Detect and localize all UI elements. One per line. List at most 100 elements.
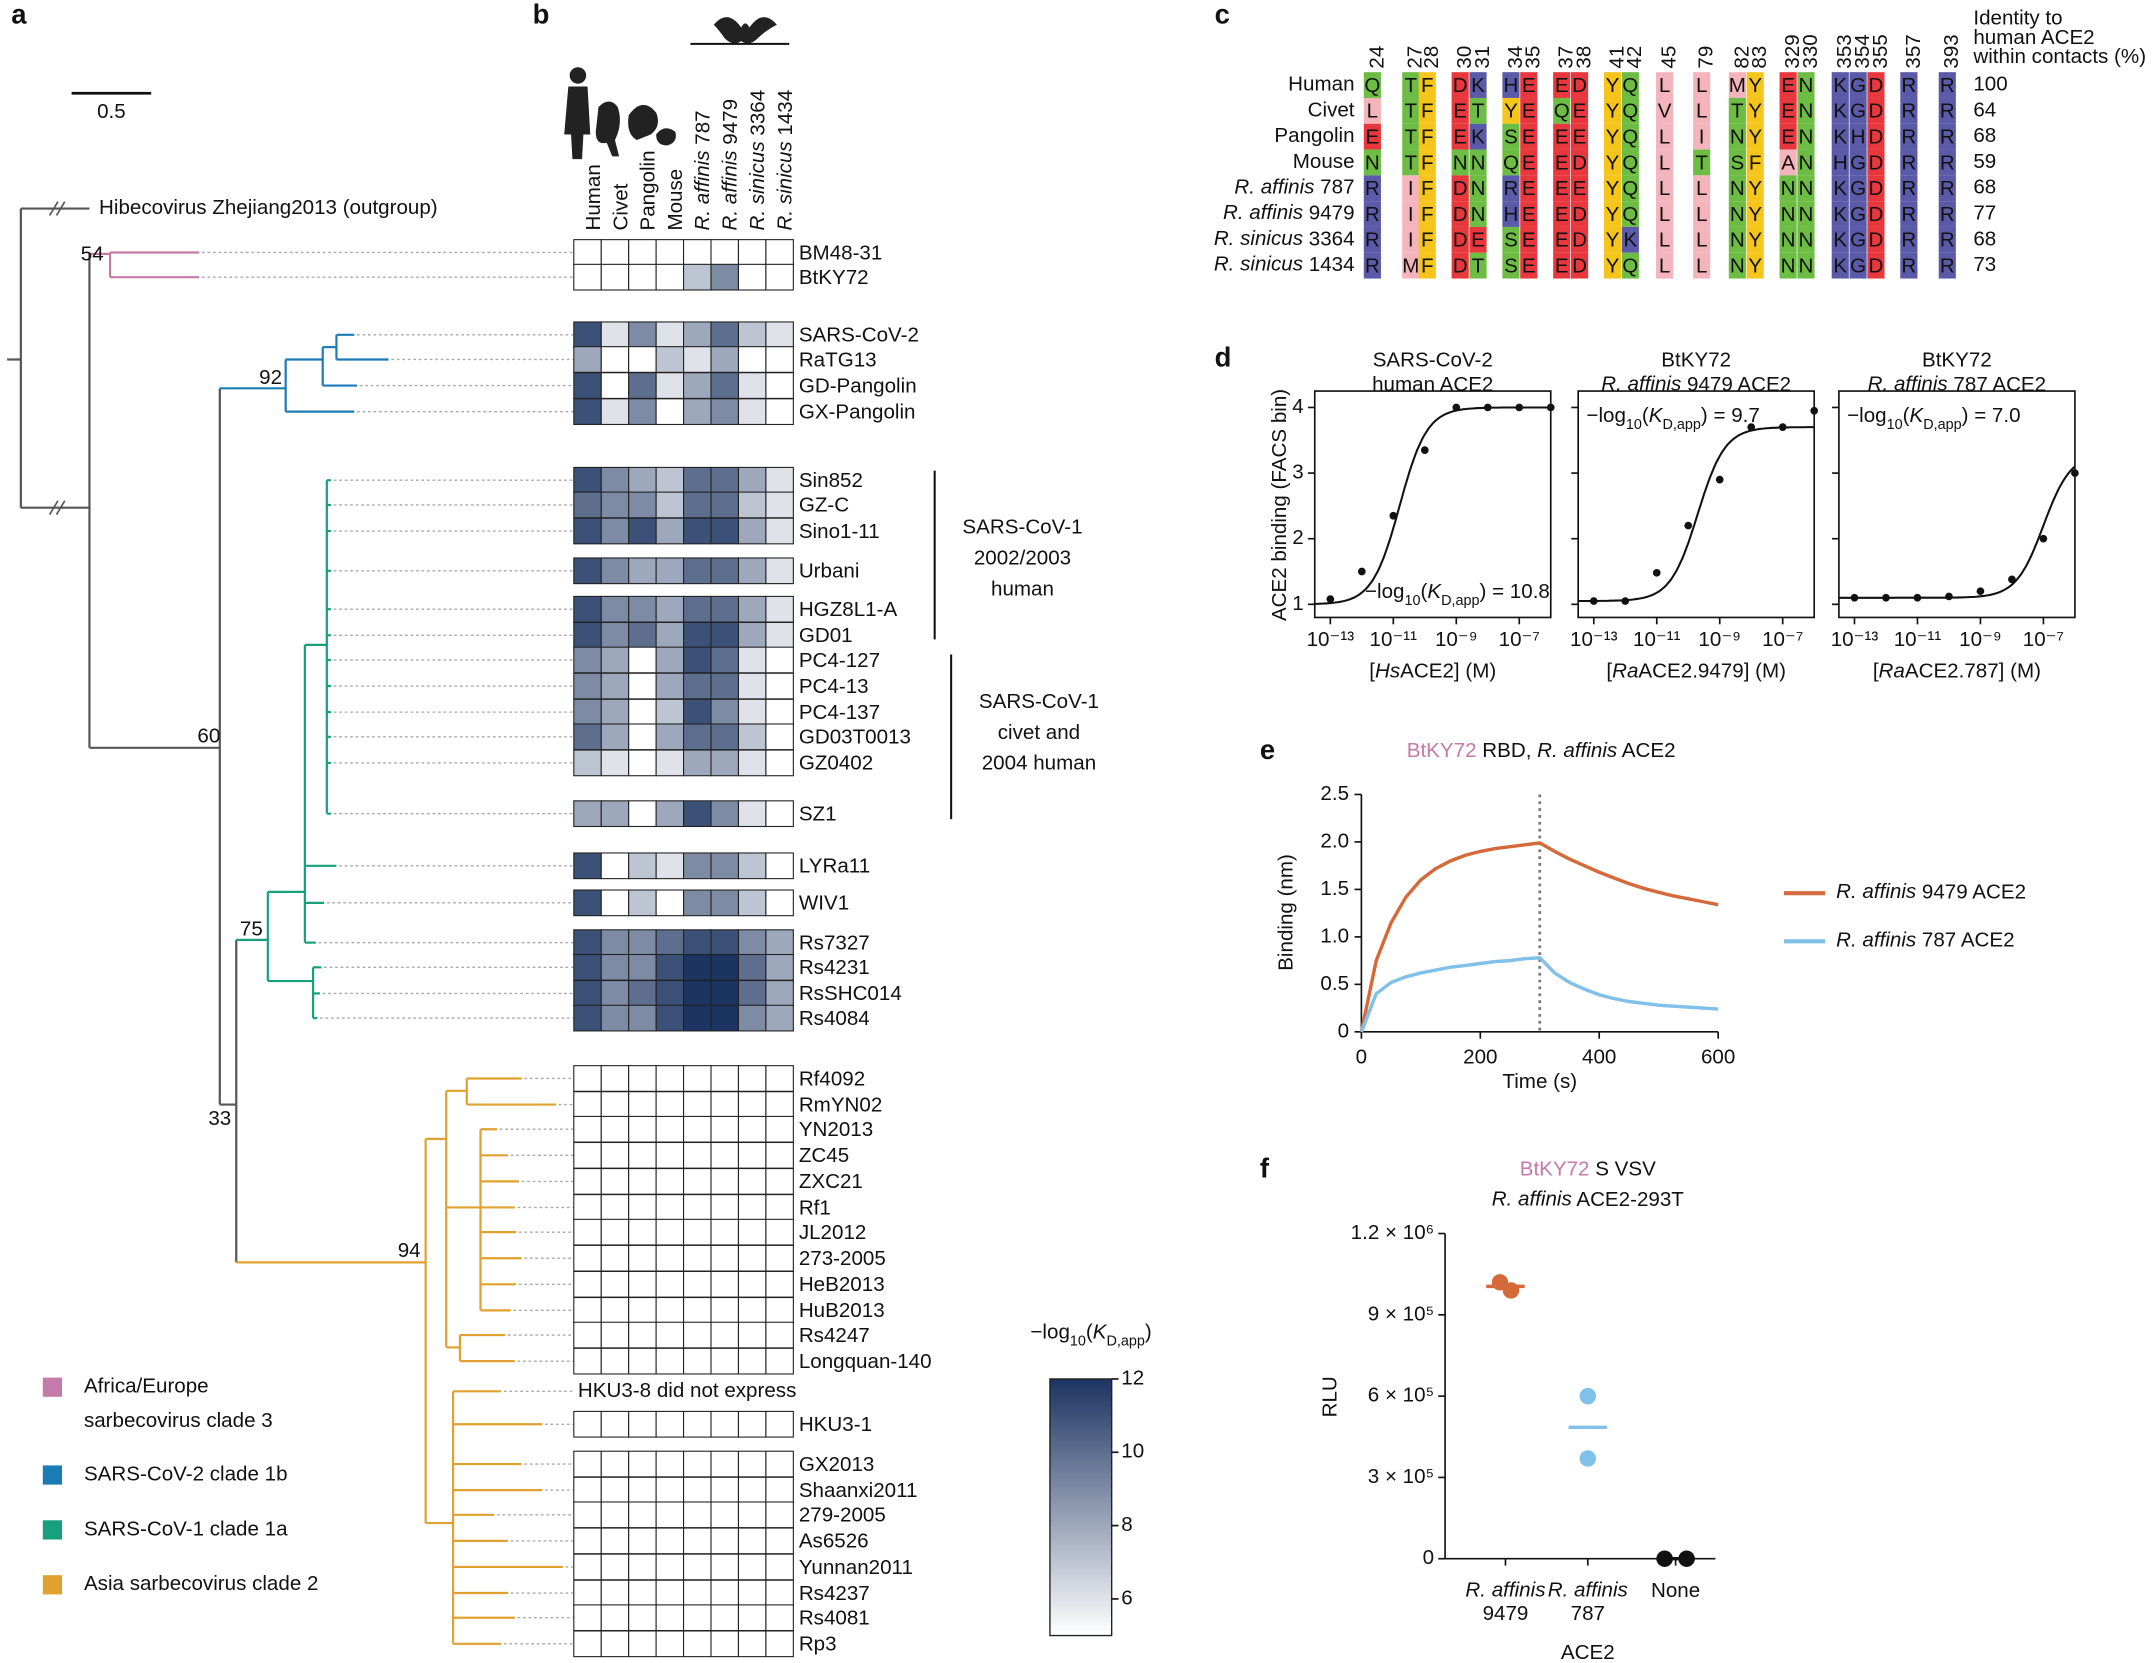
residue: N — [1365, 151, 1380, 174]
residue: E — [1555, 254, 1569, 277]
residue: E — [1573, 100, 1587, 123]
heatmap-cell — [655, 346, 685, 373]
column-label: R. affinis 9479 — [719, 99, 742, 231]
heatmap-cell — [628, 517, 657, 545]
leaf-label: Rs4231 — [799, 956, 870, 979]
heatmap-cell — [737, 372, 767, 399]
heatmap-cell — [655, 621, 685, 649]
residue: L — [1659, 151, 1670, 174]
heatmap-cell — [710, 1553, 740, 1581]
text-part: S VSV — [1590, 1158, 1657, 1181]
heatmap-cell — [655, 1553, 685, 1581]
heatmap-cell — [737, 1347, 767, 1375]
residue-cell — [1603, 201, 1622, 227]
heatmap-cell — [628, 346, 657, 373]
residue: F — [1421, 125, 1434, 148]
residue: K — [1833, 100, 1847, 123]
residue: F — [1749, 151, 1762, 174]
heatmap-cell — [655, 1115, 685, 1143]
residue-cell — [1402, 72, 1420, 98]
residue-position: 24 — [1365, 46, 1388, 69]
heatmap-cell — [573, 372, 602, 399]
data-point — [1546, 403, 1555, 412]
x-tick-label: 10⁻⁷ — [2023, 628, 2064, 651]
residue: F — [1421, 74, 1434, 97]
series-line — [1359, 955, 1719, 1033]
heatmap-cell — [655, 1168, 685, 1195]
residue-cell — [1900, 97, 1918, 124]
residue: N — [1799, 100, 1814, 123]
heatmap-cell — [683, 557, 712, 585]
heatmap-cell — [683, 1115, 712, 1143]
leaf-label: Rs4237 — [799, 1582, 870, 1605]
heatmap-cell — [765, 800, 794, 828]
heatmap-cell — [573, 1579, 602, 1607]
heatmap-cell — [600, 1194, 630, 1221]
heatmap-cell — [737, 1194, 767, 1221]
heatmap-cell — [737, 953, 767, 981]
x-tick-label: 200 — [1463, 1045, 1497, 1068]
leaf-label: GD-Pangolin — [799, 374, 917, 397]
heatmap-cell — [628, 1168, 657, 1195]
residue-position: 330 — [1799, 34, 1822, 68]
heatmap-cell — [737, 1065, 767, 1092]
residue-cell — [1867, 252, 1885, 279]
heatmap-cell — [655, 1065, 685, 1092]
heatmap-cell — [655, 800, 685, 828]
residue-cell — [1693, 226, 1711, 253]
residue-cell — [1831, 226, 1849, 253]
residue-cell — [1570, 97, 1589, 124]
fit-curve — [1838, 465, 2076, 599]
heatmap-cell — [628, 698, 657, 726]
residue-cell — [1867, 72, 1885, 98]
heatmap-cell — [655, 1091, 685, 1118]
heatmap-cell — [600, 1244, 630, 1272]
residue: E — [1471, 229, 1485, 252]
residue-cell — [1938, 201, 1956, 227]
residue-cell — [1900, 72, 1918, 98]
heatmap-cell — [765, 466, 794, 494]
residue-cell — [1418, 175, 1436, 202]
italic-part: R. affinis — [1601, 373, 1681, 396]
heatmap-cell — [600, 1553, 630, 1581]
residue-cell — [1831, 72, 1849, 98]
text-part: BtKY72 — [1520, 1158, 1590, 1181]
heatmap-cell — [600, 321, 630, 349]
heatmap-cell — [600, 1141, 630, 1169]
residue-cell — [1831, 97, 1849, 124]
heatmap-cell — [600, 1476, 630, 1504]
legend-label: R. affinis 787 ACE2 — [1836, 929, 2014, 952]
x-tick-label: 10⁻¹¹ — [1370, 628, 1418, 651]
heatmap-cell — [710, 263, 740, 291]
heatmap-cell — [628, 466, 657, 494]
heatmap-cell — [710, 466, 740, 494]
kd-annotation: −log10(KD,app) = 7.0 — [1847, 405, 2020, 433]
y-tick-label: 2.0 — [1320, 829, 1349, 852]
leaf-label: HuB2013 — [799, 1299, 885, 1322]
residue: D — [1572, 254, 1587, 277]
residue: D — [1869, 100, 1884, 123]
residue-cell — [1469, 252, 1487, 279]
heatmap-cell — [600, 852, 630, 880]
residue: E — [1781, 125, 1795, 148]
residue-cell — [1520, 226, 1538, 253]
x-axis-label: [RaACE2.787] (M) — [1873, 660, 2041, 683]
heatmap-cell — [655, 1194, 685, 1221]
residue: Y — [1748, 229, 1762, 252]
heatmap-cell — [765, 1168, 794, 1195]
residue: N — [1453, 151, 1468, 174]
heatmap-cell — [655, 263, 685, 291]
residue: Q — [1503, 151, 1519, 174]
residue-cell — [1451, 97, 1469, 124]
heatmap-cell — [710, 1194, 740, 1221]
residue: G — [1850, 151, 1866, 174]
italic-part: R. affinis — [1223, 201, 1303, 224]
data-point — [1747, 423, 1756, 431]
panel-letter: c — [1215, 0, 1230, 30]
residue-cell — [1779, 175, 1797, 202]
x-axis-label: [HsACE2] (M) — [1369, 660, 1496, 683]
heatmap-cell — [683, 1553, 712, 1581]
residue-cell — [1502, 175, 1520, 202]
residue-cell — [1728, 72, 1746, 98]
